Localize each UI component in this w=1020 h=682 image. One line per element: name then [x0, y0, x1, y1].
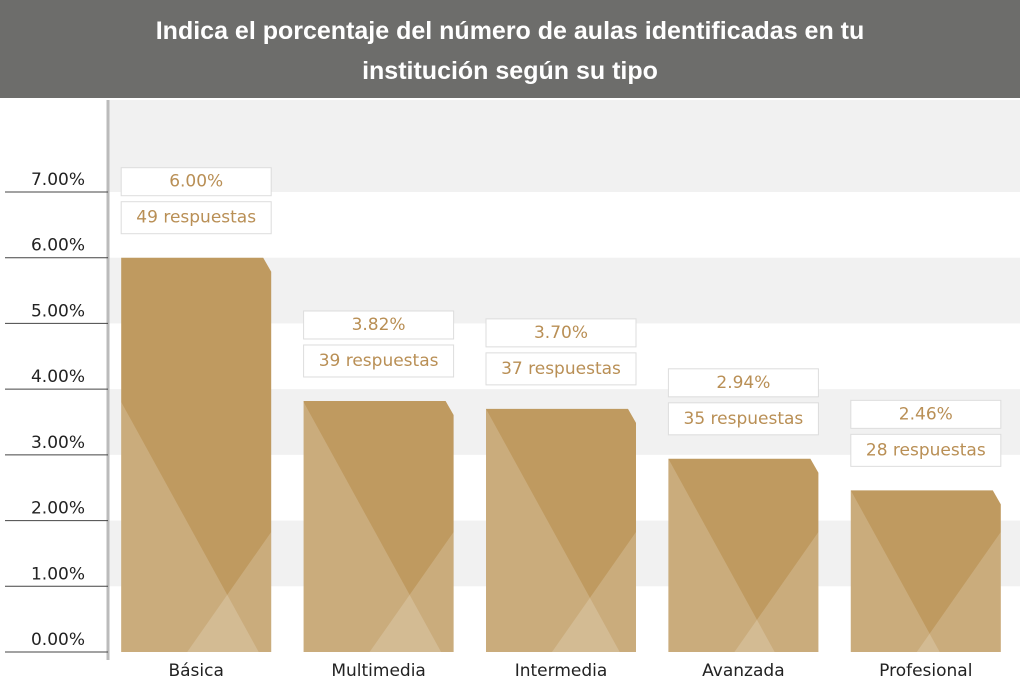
- bar-shade: [187, 532, 272, 652]
- bar-shade: [121, 402, 259, 652]
- x-tick-label: Profesional: [879, 661, 972, 681]
- label-box: [850, 433, 1002, 467]
- label-box: [485, 318, 637, 348]
- x-tick-label: Básica: [168, 661, 223, 681]
- label-box: [120, 167, 272, 197]
- label-box: [485, 352, 637, 386]
- x-tick-label: Multimedia: [331, 661, 426, 681]
- bar-shade: [734, 532, 819, 652]
- label-box: [850, 399, 1002, 429]
- title-bar: [0, 0, 1020, 98]
- bar: [486, 408, 636, 652]
- y-tick-label: 6.00%: [31, 236, 85, 256]
- response-label: 39 respuestas: [319, 351, 439, 371]
- bar: [850, 490, 1001, 652]
- bar-shade: [916, 532, 1001, 652]
- y-tick-label: 5.00%: [31, 301, 85, 321]
- x-tick-label: Avanzada: [702, 661, 784, 681]
- value-label: 3.82%: [352, 315, 406, 335]
- y-tick-label: 4.00%: [31, 367, 85, 387]
- label-box: [667, 402, 819, 436]
- bar-shade: [850, 490, 940, 652]
- bar: [121, 257, 272, 652]
- value-label: 6.00%: [169, 172, 223, 192]
- label-box: [120, 201, 272, 235]
- bar-shade: [369, 532, 454, 652]
- bar: [303, 400, 454, 652]
- label-box: [303, 344, 455, 378]
- x-tick-label: Intermedia: [515, 661, 608, 681]
- bar-shade: [668, 458, 775, 652]
- bar-shade: [303, 402, 442, 652]
- bar-shade: [552, 532, 636, 652]
- value-label: 2.94%: [716, 373, 770, 393]
- value-label: 2.46%: [899, 404, 953, 424]
- y-tick-label: 1.00%: [31, 564, 85, 584]
- y-tick-label: 2.00%: [31, 499, 85, 519]
- chart-title: Indica el porcentaje del número de aulas…: [156, 17, 865, 85]
- bar-shade: [486, 408, 620, 652]
- label-box: [667, 368, 819, 398]
- label-box: [303, 310, 455, 340]
- response-label: 28 respuestas: [866, 440, 986, 460]
- value-label: 3.70%: [534, 323, 588, 343]
- response-label: 49 respuestas: [136, 208, 256, 228]
- y-tick-label: 7.00%: [31, 170, 85, 190]
- y-tick-label: 0.00%: [31, 630, 85, 650]
- response-label: 37 respuestas: [501, 359, 621, 379]
- bar: [668, 458, 819, 652]
- response-label: 35 respuestas: [684, 409, 804, 429]
- y-tick-label: 3.00%: [31, 433, 85, 453]
